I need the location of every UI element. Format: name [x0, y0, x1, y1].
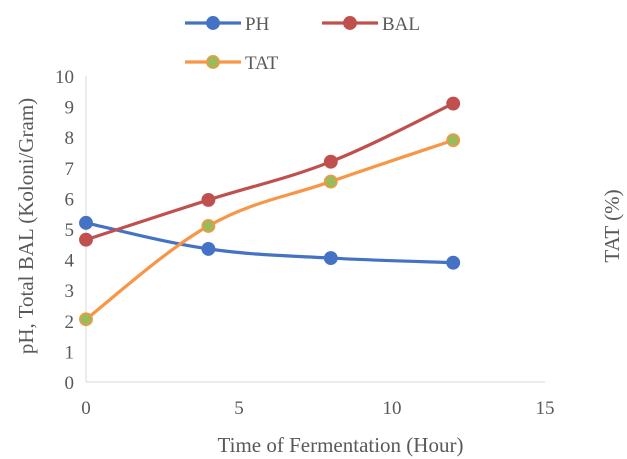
y-tick-label: 0 — [65, 373, 75, 394]
y-tick-label: 7 — [65, 159, 75, 180]
y-tick-label: 9 — [65, 98, 75, 119]
legend-label-tat: TAT — [245, 53, 279, 74]
x-tick-label: 10 — [383, 398, 402, 419]
data-point-ph — [79, 215, 93, 230]
x-axis-title: Time of Fermentation (Hour) — [218, 433, 464, 457]
x-tick-label: 15 — [536, 398, 555, 419]
legend-marker-ph — [206, 16, 220, 30]
y-tick-label: 5 — [65, 220, 75, 241]
y-tick-label: 1 — [65, 342, 75, 363]
data-point-bal — [79, 232, 93, 247]
data-point-ph — [323, 251, 338, 266]
y-tick-label: 8 — [65, 128, 75, 149]
x-axis-ticks: 0 5 10 15 — [81, 398, 554, 419]
series-layer — [79, 96, 461, 327]
data-point-tat — [79, 312, 93, 327]
y-tick-label: 3 — [65, 281, 75, 302]
data-point-ph — [201, 241, 216, 256]
y-axis-title: pH, Total BAL (Koloni/Gram) — [14, 98, 38, 354]
legend-label-bal: BAL — [382, 14, 420, 35]
legend-label-ph: PH — [245, 14, 270, 35]
series-line-bal — [85, 102, 454, 242]
data-point-tat — [201, 218, 216, 233]
y-tick-label: 10 — [55, 67, 74, 88]
y-tick-label: 6 — [65, 189, 75, 210]
series-line-tat — [85, 138, 454, 321]
series-line-ph — [85, 221, 454, 265]
y-tick-label: 2 — [65, 312, 75, 333]
y-tick-label: 4 — [65, 251, 75, 272]
legend-marker-tat — [206, 55, 220, 69]
data-point-bal — [446, 96, 461, 111]
y-axis-ticks: 0 1 2 3 4 5 6 7 8 9 10 — [55, 67, 75, 394]
data-point-tat — [323, 174, 338, 189]
legend-marker-bal — [343, 16, 357, 30]
data-point-ph — [446, 255, 461, 270]
x-tick-label: 5 — [234, 398, 244, 419]
legend: PH BAL TAT — [185, 14, 420, 74]
data-point-bal — [201, 192, 216, 207]
x-tick-label: 0 — [81, 398, 91, 419]
data-point-bal — [323, 154, 338, 169]
data-point-tat — [446, 133, 461, 148]
secondary-y-axis-title: TAT (%) — [600, 189, 624, 262]
